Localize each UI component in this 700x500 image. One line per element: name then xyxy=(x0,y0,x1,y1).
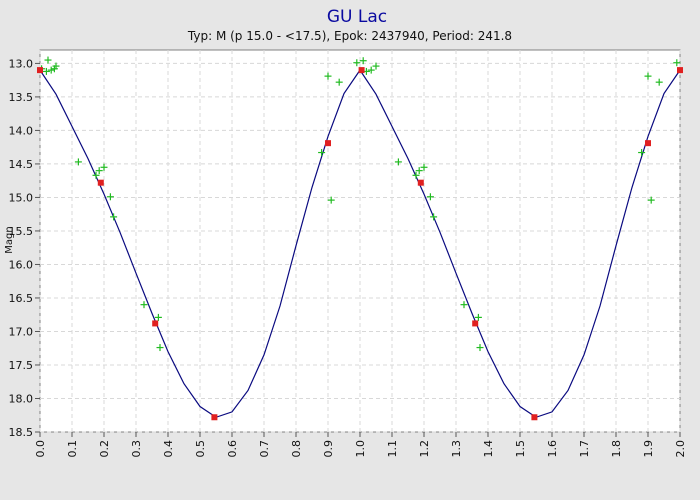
normal-point xyxy=(325,140,331,147)
x-tick-label: 0.9 xyxy=(322,440,335,458)
x-tick-label: 1.1 xyxy=(386,440,399,458)
y-tick-label: 16.5 xyxy=(9,292,34,305)
observation-point xyxy=(335,78,343,86)
x-tick-label: 0.7 xyxy=(258,440,271,458)
observation-point xyxy=(420,163,428,171)
normal-point xyxy=(358,67,365,74)
normal-point xyxy=(97,179,104,186)
x-tick-label: 1.3 xyxy=(450,440,463,458)
normal-point xyxy=(645,140,651,147)
y-tick-label: 15.5 xyxy=(9,225,34,238)
axes: 0.0 0.1 0.2 0.3 0.4 0.5 0.6 0.7 0.8 0.9 1.0 1.1 1.2 1… xyxy=(9,57,688,457)
observation-point xyxy=(673,59,681,67)
y-tick-label: 15.0 xyxy=(9,191,34,204)
observation-point xyxy=(426,193,434,201)
normal-point xyxy=(472,320,479,327)
observation-point xyxy=(156,344,164,352)
observation-point xyxy=(52,62,60,70)
chart-title: GU Lac xyxy=(327,7,387,27)
y-axis-label: Magn xyxy=(4,226,15,253)
x-tick-label: 1.8 xyxy=(610,440,623,458)
observation-point xyxy=(95,167,103,175)
observation-point xyxy=(655,78,663,86)
x-tick-label: 0.5 xyxy=(194,440,207,458)
y-tick-label: 13.5 xyxy=(9,91,34,104)
observation-point xyxy=(412,171,420,179)
x-tick-label: 0.2 xyxy=(98,440,111,458)
grid xyxy=(39,50,681,433)
y-tick-label: 14.5 xyxy=(9,158,34,171)
observation-point xyxy=(140,301,148,309)
x-tick-label: 1.5 xyxy=(514,440,527,458)
y-tick-label: 18.0 xyxy=(9,392,34,405)
observation-point xyxy=(42,67,50,75)
x-tick-label: 1.6 xyxy=(546,440,559,458)
observation-point xyxy=(327,196,335,204)
y-tick-label: 14.0 xyxy=(9,124,34,137)
normal-point xyxy=(37,67,43,74)
normal-point xyxy=(211,414,218,421)
y-tick-label: 16.0 xyxy=(9,258,34,271)
x-tick-label: 1.9 xyxy=(642,440,655,458)
x-tick-label: 0.3 xyxy=(130,440,143,458)
y-tick-label: 13.0 xyxy=(9,57,34,70)
observation-point xyxy=(372,62,380,70)
x-tick-label: 1.2 xyxy=(418,440,431,458)
observation-point xyxy=(415,167,423,175)
observation-point xyxy=(367,66,375,74)
normal-point xyxy=(152,320,159,327)
y-tick-label: 17.0 xyxy=(9,325,34,338)
x-tick-label: 0.8 xyxy=(290,440,303,458)
y-tick-label: 18.5 xyxy=(9,426,34,439)
observation-point xyxy=(154,313,162,321)
observation-point xyxy=(474,313,482,321)
observation-point xyxy=(324,72,332,80)
observation-point xyxy=(644,72,652,80)
normal-point xyxy=(531,414,538,421)
observation-point xyxy=(638,149,646,157)
x-tick-label: 0.6 xyxy=(226,440,239,458)
x-tick-label: 1.0 xyxy=(354,440,367,458)
observation-point xyxy=(106,193,114,201)
observation-point xyxy=(92,171,100,179)
observation-point xyxy=(353,59,361,67)
normal-point xyxy=(677,67,683,74)
x-tick-label: 0.0 xyxy=(34,440,47,458)
observation-point xyxy=(47,66,55,74)
observation-point xyxy=(460,301,468,309)
x-tick-label: 2.0 xyxy=(674,440,687,458)
observation-point xyxy=(647,196,655,204)
observation-point xyxy=(476,344,484,352)
x-tick-label: 0.4 xyxy=(162,440,175,458)
observation-point xyxy=(394,158,402,166)
normal-point xyxy=(417,179,424,186)
y-tick-label: 17.5 xyxy=(9,359,34,372)
observation-point xyxy=(44,56,52,64)
chart-subtitle: Typ: M (p 15.0 - <17.5), Epok: 2437940, … xyxy=(187,29,512,43)
observation-point xyxy=(100,163,108,171)
observation-point xyxy=(74,158,82,166)
observation-point xyxy=(430,213,438,221)
normal-points xyxy=(37,67,683,421)
observation-point xyxy=(359,57,367,65)
x-tick-label: 1.4 xyxy=(482,440,495,458)
observation-point xyxy=(110,213,118,221)
observation-point xyxy=(318,149,326,157)
x-tick-label: 0.1 xyxy=(66,440,79,458)
x-tick-label: 1.7 xyxy=(578,440,591,458)
